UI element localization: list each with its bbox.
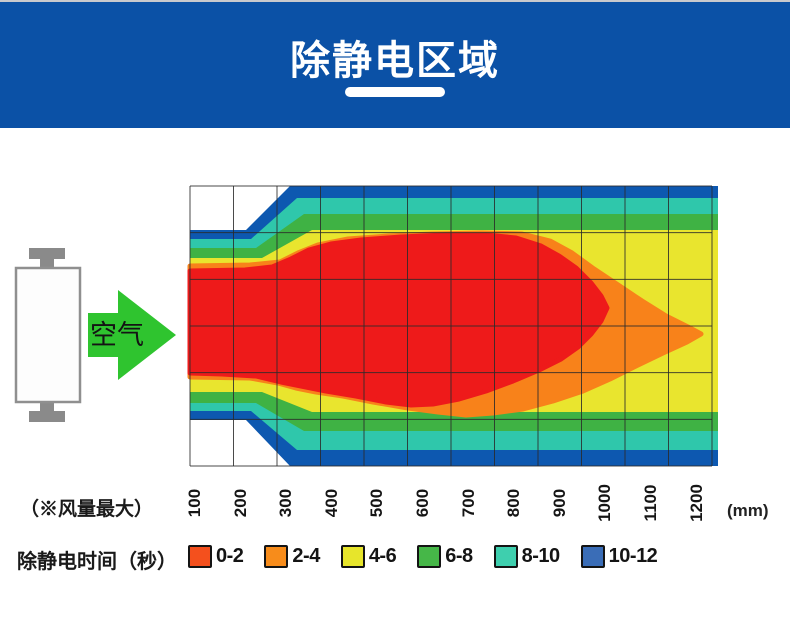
zone-0-2s [187, 232, 610, 408]
legend-swatch-10-12 [580, 545, 605, 568]
x-tick-1000: 1000 [595, 484, 615, 522]
ionizer-mount-stem-bottom [40, 401, 54, 412]
legend-swatch-8-10 [493, 545, 518, 568]
ionizer-mount-cap-bottom [29, 411, 65, 422]
ionizer-bar-icon [14, 248, 82, 422]
legend-swatch-2-4 [264, 545, 289, 568]
contour-zones [187, 186, 718, 466]
legend-label: 6-8 [445, 545, 473, 567]
x-tick-200: 200 [230, 488, 250, 518]
ionizer-body [14, 266, 82, 404]
legend-label: 4-6 [368, 545, 397, 567]
x-tick-300: 300 [276, 488, 296, 518]
header-banner: 除静电区域 [0, 2, 790, 128]
legend-item-8-10: 8-10 [493, 545, 561, 568]
legend-title: 除静电时间（秒） [17, 551, 177, 573]
top-strip [0, 0, 790, 2]
legend-item-4-6: 4-6 [340, 545, 397, 568]
x-tick-900: 900 [549, 488, 569, 518]
x-tick-700: 700 [458, 488, 478, 518]
x-tick-800: 800 [504, 488, 524, 518]
legend-swatch-6-8 [417, 545, 442, 568]
x-tick-400: 400 [321, 488, 341, 518]
x-tick-1200: 1200 [686, 484, 706, 522]
legend-label: 8-10 [521, 545, 561, 567]
ionizer-mount-stem-top [40, 258, 54, 269]
legend-item-6-8: 6-8 [417, 545, 473, 568]
legend-item-2-4: 2-4 [264, 545, 320, 568]
x-tick-100: 100 [185, 488, 204, 518]
legend-item-10-12: 10-12 [580, 545, 658, 568]
legend-label: 0-2 [216, 545, 244, 567]
air-flow: 空气 [88, 290, 176, 380]
x-axis-unit: (mm) [727, 501, 769, 520]
legend-swatch-4-6 [340, 545, 365, 568]
ionizer-mount-cap-top [29, 248, 65, 259]
legend-item-0-2: 0-2 [188, 545, 244, 568]
x-tick-600: 600 [413, 488, 432, 518]
title-divider [345, 87, 445, 97]
air-volume-note: （※风量最大） [20, 499, 154, 520]
x-tick-1100: 1100 [641, 484, 660, 522]
x-tick-500: 500 [367, 488, 387, 518]
air-label: 空气 [90, 320, 144, 350]
legend-label: 2-4 [292, 545, 320, 567]
air-arrow-icon [88, 290, 176, 380]
page-title: 除静电区域 [290, 39, 500, 83]
grid-lines [189, 185, 713, 467]
legend-label: 10-12 [608, 545, 658, 567]
legend: 0-2 2-4 4-6 6-8 8-10 10-12 [188, 545, 658, 568]
legend-swatch-0-2 [188, 545, 212, 568]
